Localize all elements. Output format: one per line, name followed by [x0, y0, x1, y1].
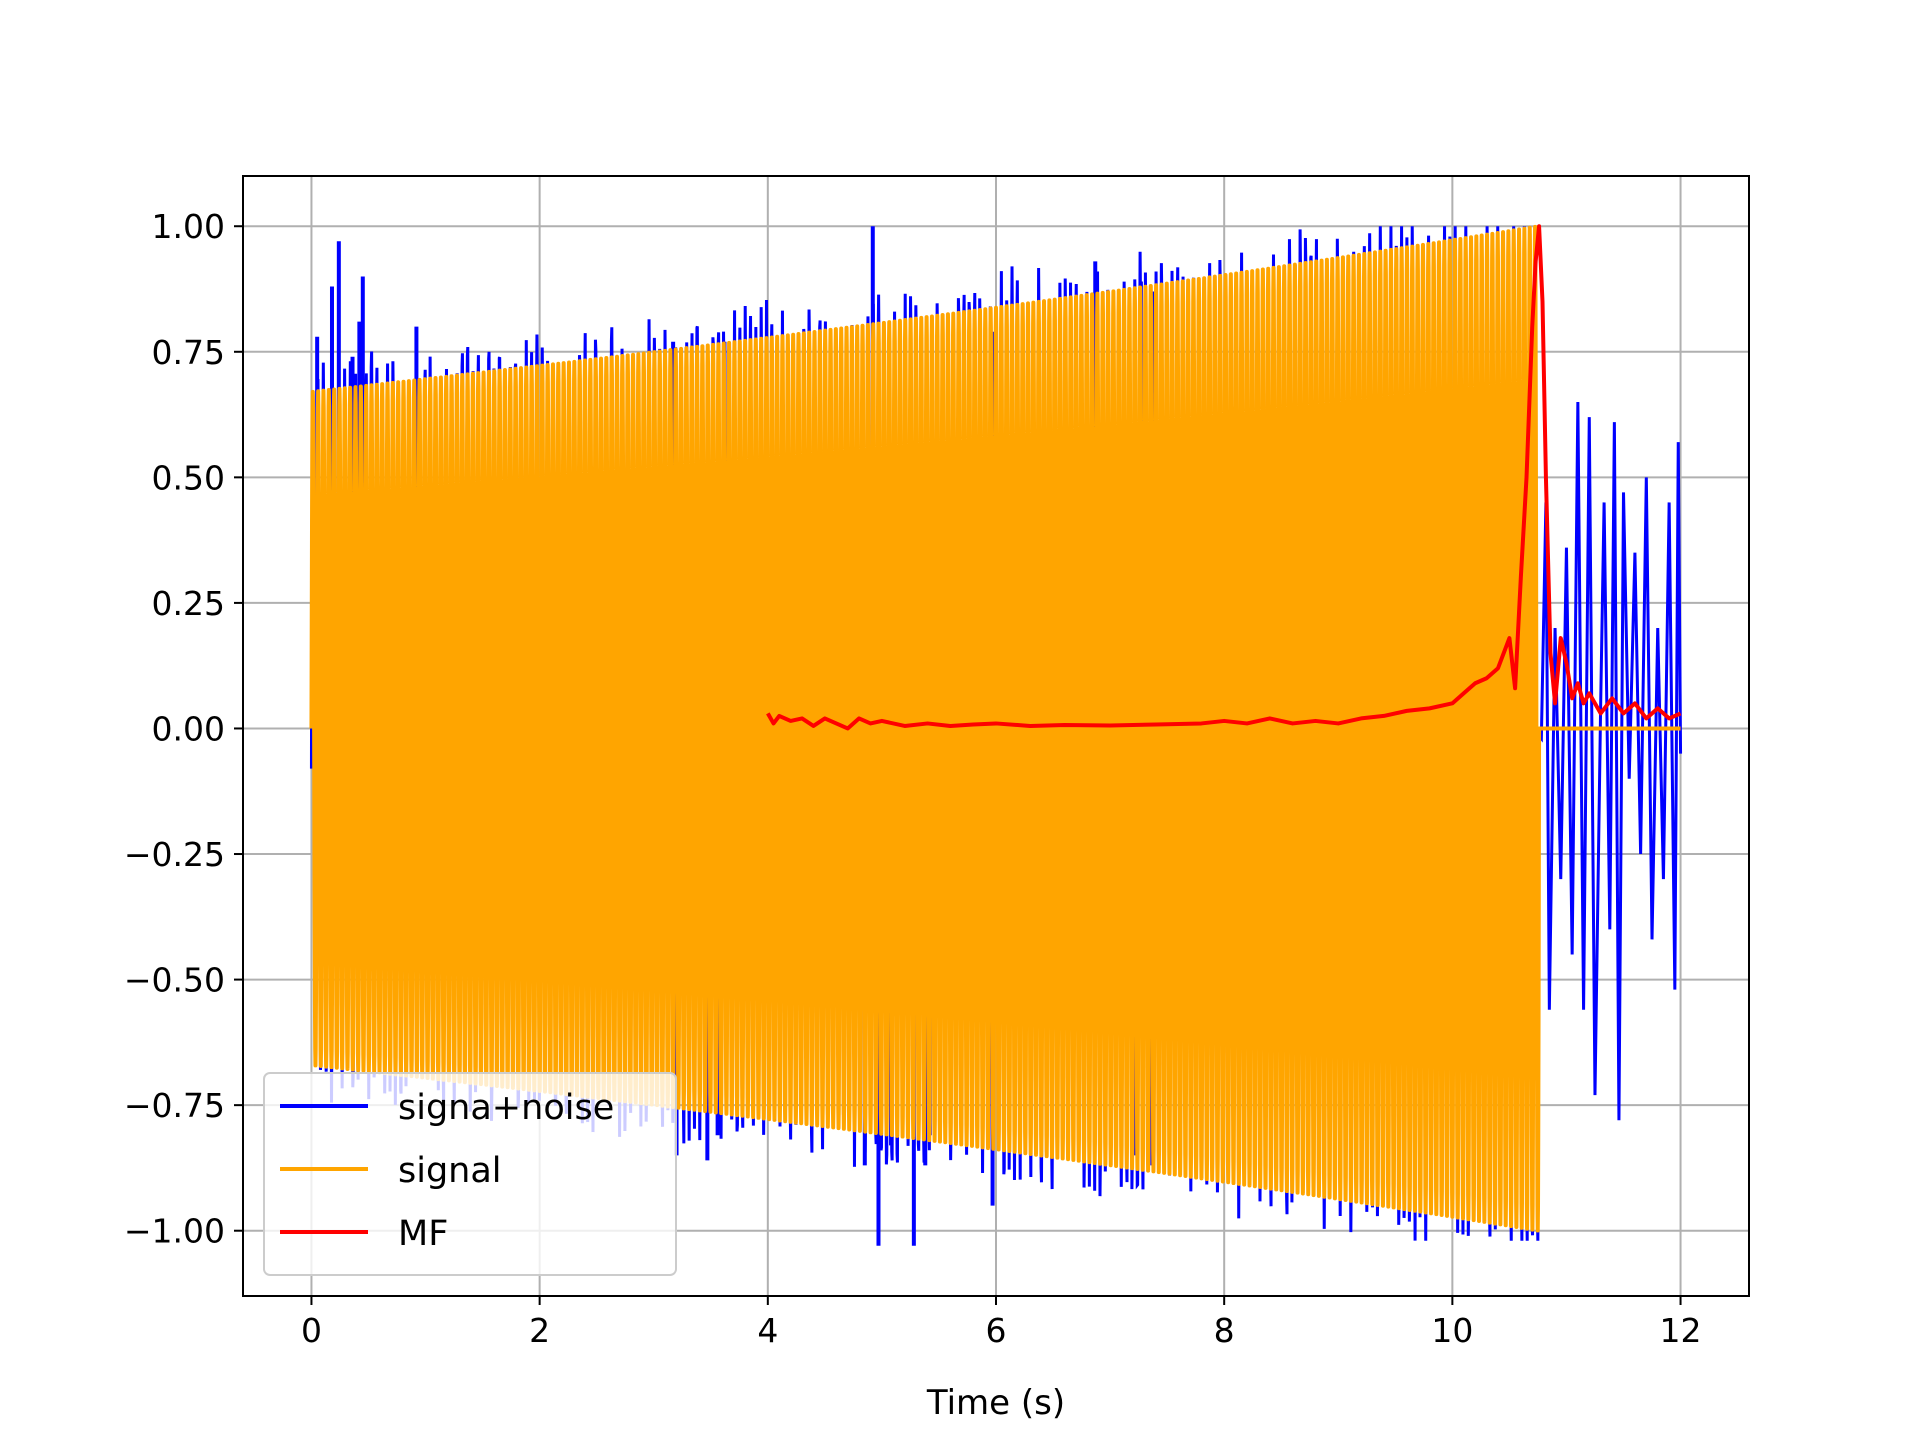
series-mf-line [766, 224, 1682, 731]
y-tick-label: −0.50 [124, 961, 225, 1000]
x-tick-label: 2 [529, 1311, 550, 1350]
x-tick-label: 10 [1431, 1311, 1473, 1350]
x-axis-label: Time (s) [926, 1383, 1065, 1423]
legend-label-mf: MF [398, 1214, 448, 1254]
legend-box [263, 1072, 677, 1276]
y-tick-label: 0.50 [152, 458, 225, 497]
legend-label-signal: signal [398, 1151, 502, 1191]
y-tick-label: 1.00 [152, 207, 225, 246]
y-tick-label: −1.00 [124, 1212, 225, 1251]
legend: signa+noise signal MF [263, 1072, 677, 1276]
y-tick-label: 0.00 [152, 709, 225, 748]
y-tick-label: −0.25 [124, 835, 225, 874]
x-tick-label: 0 [301, 1311, 322, 1350]
x-tick-label: 8 [1214, 1311, 1235, 1350]
series-signal-line [309, 224, 1681, 1233]
x-tick-label: 12 [1660, 1311, 1702, 1350]
x-tick-label: 6 [986, 1311, 1007, 1350]
x-tick-label: 4 [757, 1311, 778, 1350]
y-tick-label: 0.25 [152, 584, 225, 623]
y-tick-label: 0.75 [152, 333, 225, 372]
ticks: 0 2 4 6 8 10 12 1.00 0.75 0.50 0.25 0.00 −0.25 −0.50 −… [124, 207, 1702, 1350]
legend-label-signal-noise: signa+noise [398, 1088, 614, 1128]
y-tick-label: −0.75 [124, 1086, 225, 1125]
